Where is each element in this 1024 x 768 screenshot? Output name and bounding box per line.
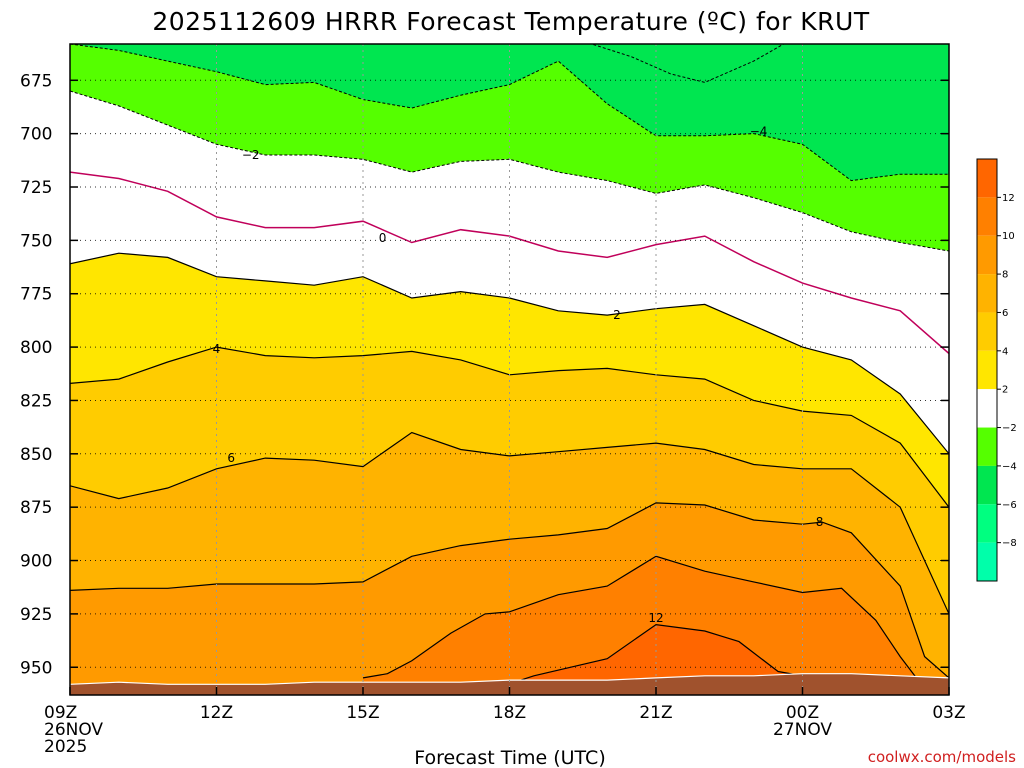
colorbar-frame bbox=[976, 158, 998, 582]
y-tick-label: 675 bbox=[20, 71, 52, 91]
y-axis-ticks: 675 700 725 750 775 800 825 850 875 900 925 950 bbox=[20, 71, 949, 678]
colorbar-swatch bbox=[977, 312, 997, 351]
isotherm-label: 8 bbox=[816, 515, 824, 529]
colorbar-swatch bbox=[977, 504, 997, 543]
isotherm-label: 2 bbox=[613, 308, 621, 322]
isotherm-8 bbox=[70, 502, 949, 679]
colorbar-swatch bbox=[977, 542, 997, 581]
isotherm-minus-6 bbox=[590, 44, 785, 83]
band-blob-10 bbox=[363, 556, 920, 695]
temperature-fill-bands bbox=[70, 44, 949, 695]
y-tick-label: 700 bbox=[20, 125, 52, 145]
colorbar-label: 12 bbox=[1002, 193, 1015, 204]
isotherm-minus-4 bbox=[70, 44, 949, 182]
x-tick-label: 21Z bbox=[639, 703, 672, 723]
y-tick-label: 925 bbox=[20, 605, 52, 625]
isotherm-labels: −4 −2 0 2 4 6 8 12 bbox=[213, 125, 824, 626]
colorbar-label: 4 bbox=[1002, 346, 1008, 357]
isotherm-label: −4 bbox=[750, 125, 768, 139]
isotherm-label: −2 bbox=[242, 148, 260, 162]
isotherm-label: 4 bbox=[213, 342, 221, 356]
y-tick-label: 850 bbox=[20, 445, 52, 465]
colorbar-label: 10 bbox=[1002, 231, 1015, 242]
colorbar-swatch bbox=[977, 197, 997, 236]
y-tick-label: 825 bbox=[20, 391, 52, 411]
x-tick-label: 00Z bbox=[786, 703, 819, 723]
y-tick-label: 725 bbox=[20, 178, 52, 198]
x-axis-label: Forecast Time (UTC) bbox=[414, 747, 605, 768]
grid-lines bbox=[70, 44, 949, 695]
colorbar: 12 10 8 6 4 2 −2 −4 −6 −8 bbox=[976, 158, 1017, 582]
y-tick-label: 775 bbox=[20, 285, 52, 305]
terrain-ground bbox=[70, 673, 949, 695]
colorbar-label: −4 bbox=[1002, 461, 1017, 472]
x-tick-label: 12Z bbox=[200, 703, 233, 723]
x-tick-label: 09Z bbox=[44, 703, 77, 723]
colorbar-label: −8 bbox=[1002, 538, 1017, 549]
isotherm-10 bbox=[362, 555, 921, 683]
colorbar-label: 8 bbox=[1002, 270, 1008, 281]
x-tick-label: 2025 bbox=[44, 737, 87, 757]
isotherm-6 bbox=[70, 431, 949, 615]
x-tick-label: 03Z bbox=[932, 703, 965, 723]
colorbar-swatch bbox=[977, 274, 997, 313]
y-tick-label: 900 bbox=[20, 552, 52, 572]
colorbar-swatch bbox=[977, 350, 997, 390]
credit-link[interactable]: coolwx.com/models bbox=[868, 748, 1016, 766]
colorbar-swatch bbox=[977, 465, 997, 505]
x-tick-label: 18Z bbox=[493, 703, 526, 723]
x-tick-label: 15Z bbox=[346, 703, 379, 723]
colorbar-swatch bbox=[977, 389, 997, 428]
colorbar-label: −2 bbox=[1002, 423, 1017, 434]
isotherm-minus-2 bbox=[70, 90, 949, 252]
isotherm-label: 12 bbox=[648, 611, 663, 625]
colorbar-label: 2 bbox=[1002, 385, 1008, 396]
x-tick-label: 26NOV bbox=[44, 720, 103, 740]
colorbar-swatch bbox=[977, 235, 997, 275]
colorbar-swatch bbox=[977, 159, 997, 198]
isotherm-label: 0 bbox=[379, 231, 387, 245]
x-tick-label: 27NOV bbox=[773, 720, 832, 740]
colorbar-label: −6 bbox=[1002, 500, 1017, 511]
chart-title: 2025112609 HRRR Forecast Temperature (ºC… bbox=[152, 7, 869, 36]
colorbar-label: 6 bbox=[1002, 308, 1008, 319]
colorbar-swatch bbox=[977, 427, 997, 466]
y-tick-label: 875 bbox=[20, 498, 52, 518]
y-tick-label: 800 bbox=[20, 338, 52, 358]
isotherm-label: 6 bbox=[227, 451, 235, 465]
ground-surface bbox=[70, 673, 949, 695]
y-tick-label: 750 bbox=[20, 231, 52, 251]
y-tick-label: 950 bbox=[20, 658, 52, 678]
